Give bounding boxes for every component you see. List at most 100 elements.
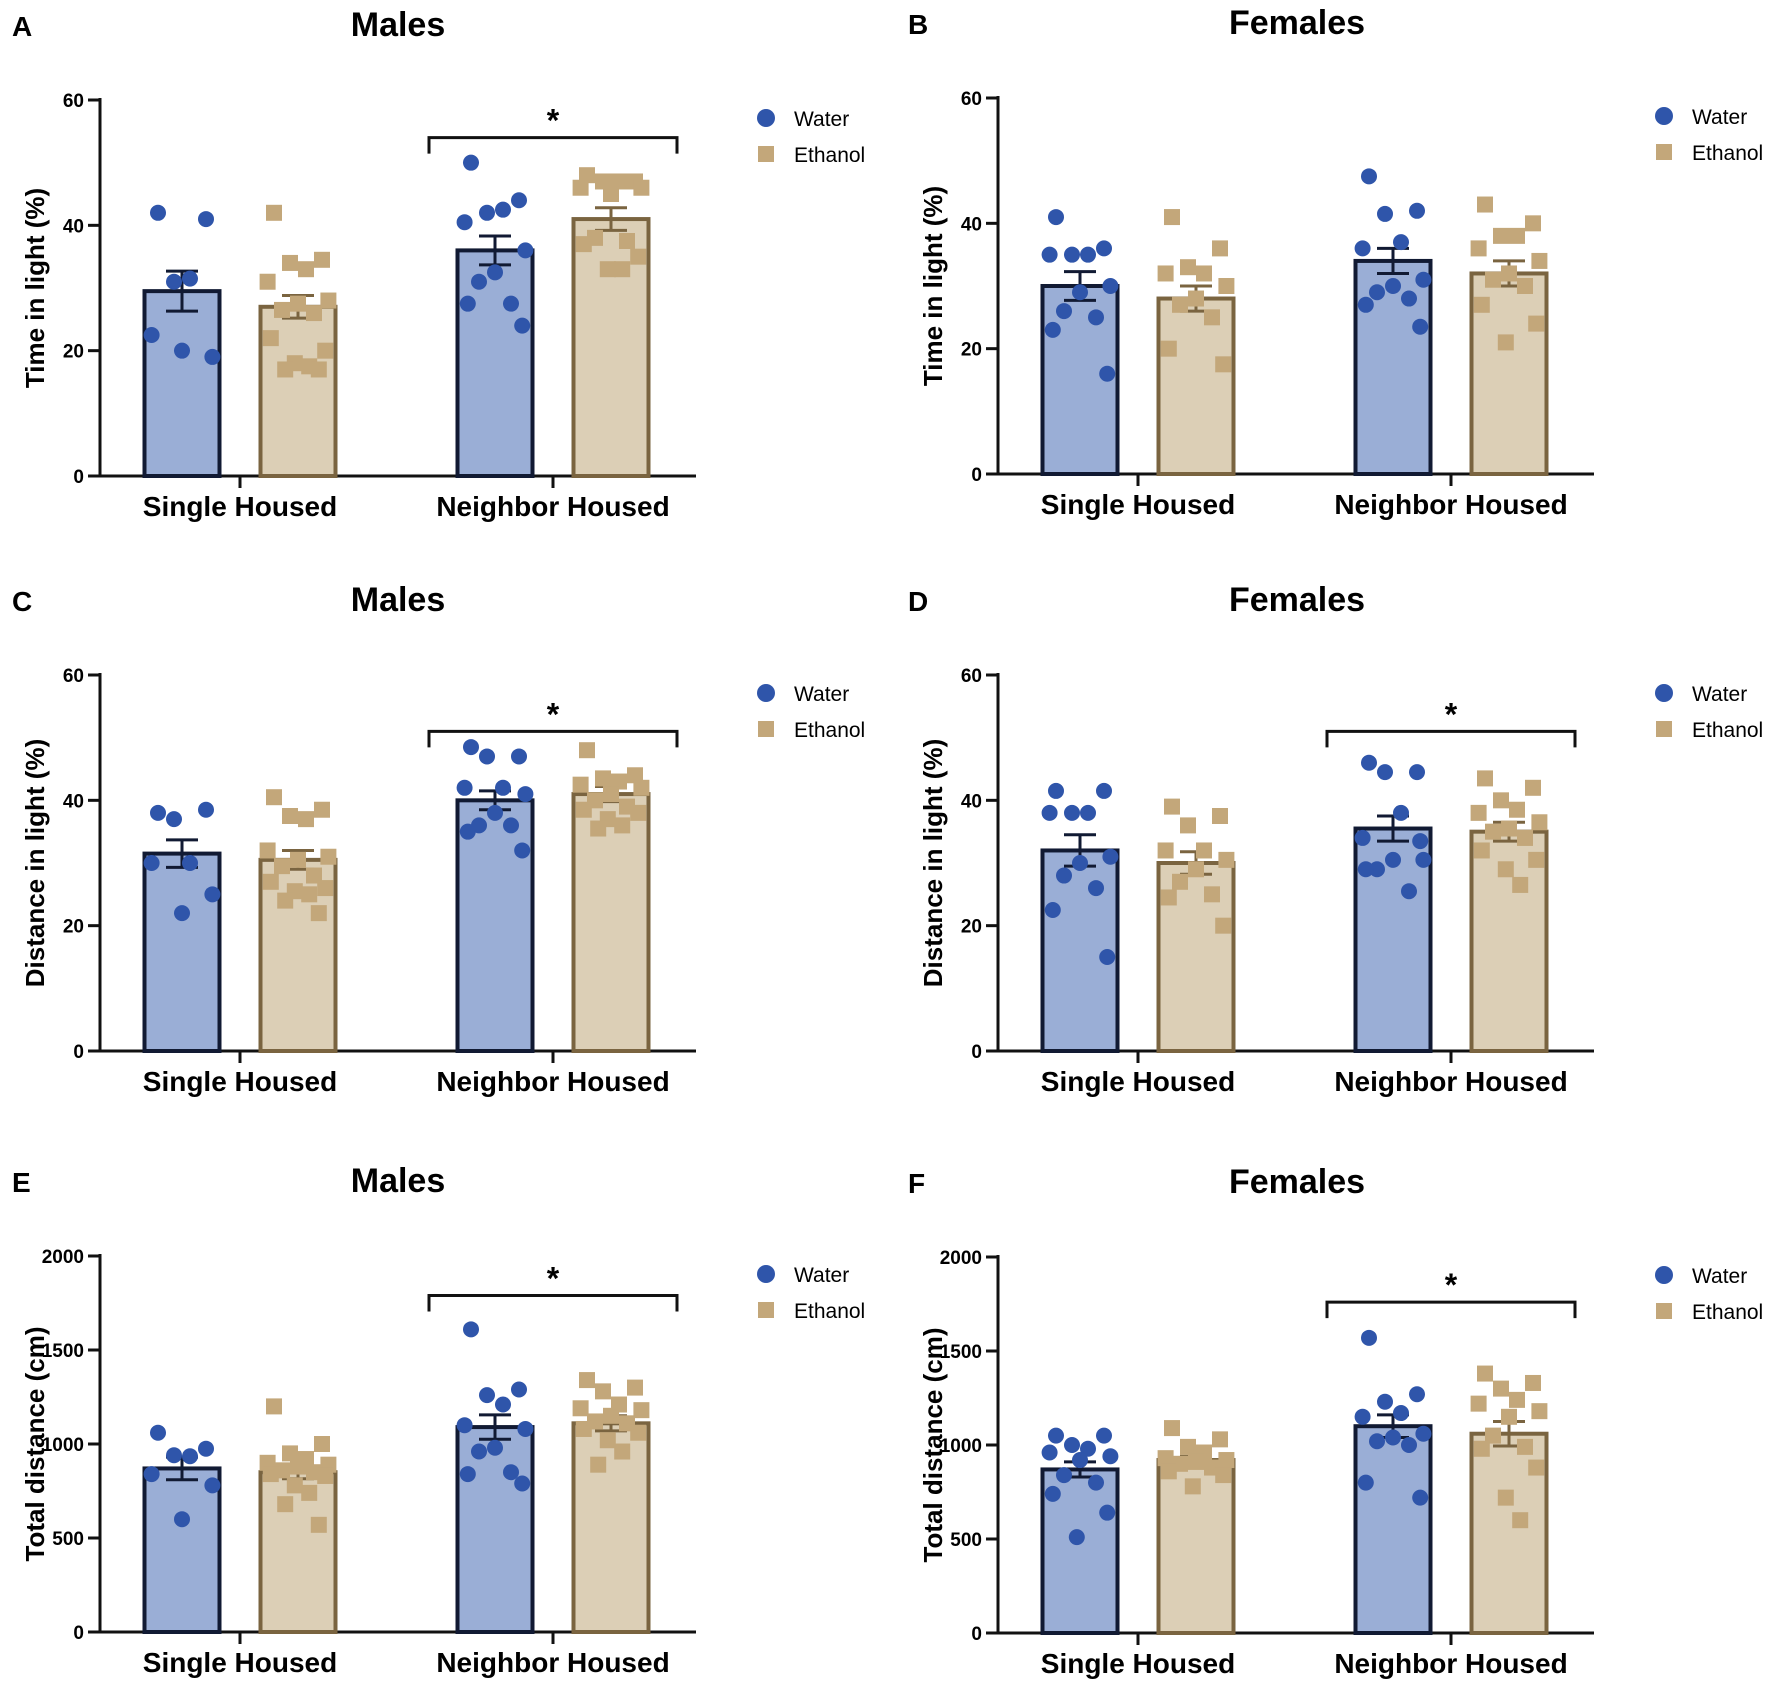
panel-letter: B (908, 9, 928, 40)
data-point-ethanol (630, 804, 647, 821)
data-point-ethanol (572, 179, 589, 196)
data-point-ethanol (1493, 227, 1509, 244)
significance-star: * (1445, 1267, 1458, 1303)
y-tick-label: 1500 (42, 1341, 84, 1362)
data-point-ethanol (282, 808, 298, 824)
data-point-ethanol (1501, 265, 1517, 282)
bar-ethanol (1156, 296, 1236, 476)
data-point-ethanol (572, 776, 589, 793)
y-axis-label: Distance in light (%) (918, 739, 948, 987)
legend-water-marker (757, 109, 775, 127)
chart-title: Females (1229, 4, 1365, 42)
data-point-ethanol (1218, 1452, 1235, 1469)
data-point-water (182, 1448, 198, 1465)
data-point-ethanol (277, 1496, 294, 1513)
data-point-water (463, 739, 479, 756)
chart-title: Males (351, 581, 446, 619)
legend: Water Ethanol (757, 108, 865, 167)
data-point-ethanol (630, 1424, 647, 1441)
data-point-water (1096, 782, 1112, 799)
bar-water (1353, 1424, 1433, 1636)
data-point-water (1048, 1427, 1064, 1444)
data-point-ethanol (266, 1398, 282, 1415)
legend-water-label: Water (1692, 683, 1747, 706)
data-point-ethanol (1473, 1440, 1490, 1457)
data-point-ethanol (301, 886, 318, 903)
data-point-water (495, 779, 511, 796)
data-point-ethanol (290, 851, 306, 868)
data-point-ethanol (1160, 1463, 1177, 1480)
data-point-ethanol (599, 1432, 616, 1449)
data-point-water (1369, 1433, 1385, 1450)
legend-water-label: Water (794, 1264, 849, 1287)
x-tick-label: Single Housed (1041, 1066, 1235, 1097)
data-point-water (487, 804, 503, 821)
data-point-water (1385, 278, 1401, 294)
data-point-ethanol (614, 817, 631, 834)
x-tick-label: Single Housed (143, 491, 337, 522)
x-tick-label: Single Housed (1041, 1648, 1235, 1679)
data-point-ethanol (1473, 842, 1490, 859)
data-point-ethanol (262, 873, 279, 890)
data-point-ethanol (1470, 1395, 1487, 1412)
data-point-ethanol (579, 1372, 595, 1389)
data-point-ethanol (630, 248, 647, 265)
legend-water-label: Water (1692, 1265, 1747, 1288)
data-point-ethanol (611, 773, 627, 790)
data-point-water (1377, 205, 1393, 222)
significance-bracket (427, 1293, 679, 1312)
legend-ethanol-label: Ethanol (794, 1300, 865, 1323)
y-tick-label: 60 (961, 666, 982, 687)
legend: Water Ethanol (1655, 1265, 1763, 1324)
bar-ethanol (258, 304, 338, 478)
data-point-ethanol (1528, 1459, 1545, 1476)
x-tick-label: Single Housed (143, 1066, 337, 1097)
data-point-ethanol (301, 1484, 318, 1501)
panel-letter: D (908, 586, 928, 617)
y-tick-label: 40 (63, 791, 84, 812)
significance-star: * (547, 103, 560, 139)
data-point-ethanol (1172, 296, 1188, 313)
data-point-water (514, 317, 531, 334)
data-point-ethanol (262, 330, 279, 347)
data-point-ethanol (1485, 1427, 1501, 1444)
data-point-water (459, 295, 476, 312)
data-point-ethanol (1160, 889, 1177, 906)
data-point-water (471, 1443, 487, 1460)
data-point-ethanol (1157, 1450, 1174, 1467)
data-point-ethanol (1188, 290, 1204, 307)
data-point-water (1385, 851, 1401, 868)
data-point-water (503, 295, 519, 312)
legend-water-label: Water (794, 108, 849, 131)
data-point-water (182, 855, 198, 871)
data-point-ethanol (1517, 1438, 1533, 1455)
legend-ethanol-label: Ethanol (1692, 1301, 1763, 1324)
data-point-ethanol (1497, 1489, 1514, 1506)
data-point-water (198, 211, 214, 228)
bar-water (142, 851, 222, 1053)
chart-panel-f: F Females Total distance (cm) 0 500 1000 1500 2… (908, 1163, 1763, 1679)
data-point-ethanol (575, 801, 592, 818)
data-point-water (1357, 861, 1374, 878)
data-point-water (1401, 1437, 1417, 1453)
legend-ethanol-label: Ethanol (794, 719, 865, 742)
data-point-water (166, 273, 182, 290)
data-point-water (1099, 1504, 1116, 1521)
data-point-ethanol (1184, 1478, 1201, 1495)
data-point-ethanol (1473, 296, 1490, 313)
legend-ethanol-marker (758, 721, 774, 737)
bar-water (142, 289, 222, 478)
data-point-ethanol (298, 261, 314, 278)
data-point-water (1099, 365, 1116, 382)
legend-ethanol-marker (1656, 721, 1672, 737)
bar-water (455, 248, 535, 478)
data-point-water (479, 204, 495, 221)
data-point-ethanol (590, 820, 607, 837)
data-point-ethanol (575, 236, 592, 253)
significance-bracket (427, 136, 679, 154)
data-point-water (1044, 902, 1061, 918)
bar-ethanol (1156, 1458, 1236, 1636)
data-point-ethanol (310, 905, 327, 922)
legend-water-label: Water (794, 683, 849, 706)
data-point-ethanol (619, 233, 635, 249)
